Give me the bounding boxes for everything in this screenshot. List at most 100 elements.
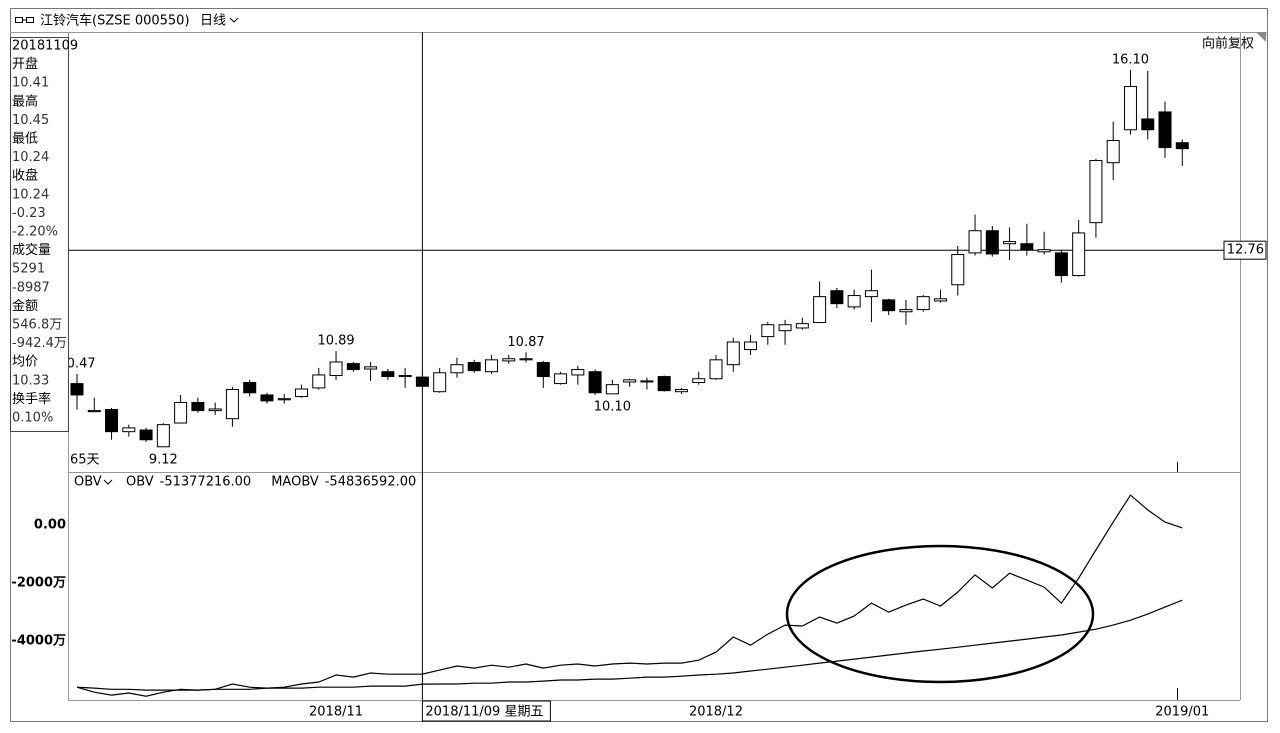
legend-name: MAOBV bbox=[271, 475, 319, 490]
crosshair-date: 2018/11/09 星期五 bbox=[425, 705, 543, 720]
info-value: 0.10% bbox=[12, 411, 53, 426]
high-label: 16.10 bbox=[1112, 52, 1149, 67]
x-tick-label: 2018/11 bbox=[309, 705, 363, 720]
legend-value: -54836592.00 bbox=[325, 475, 417, 490]
candle-body bbox=[139, 429, 153, 441]
outer-frame bbox=[10, 8, 1268, 722]
x-tick-label: 2018/12 bbox=[689, 705, 743, 720]
y-tick-label: -2000万 bbox=[11, 576, 66, 591]
candle-body bbox=[312, 374, 326, 389]
candle-body bbox=[640, 380, 654, 383]
crosshair-date-box bbox=[421, 700, 551, 722]
candle-body bbox=[415, 376, 429, 387]
candle-body bbox=[571, 369, 585, 376]
candle-body bbox=[329, 361, 343, 376]
candle-body bbox=[1003, 241, 1017, 245]
candle-body bbox=[450, 364, 464, 374]
adjust-label[interactable]: 向前复权 bbox=[1202, 36, 1254, 52]
indicator-selector[interactable]: OBV bbox=[74, 475, 102, 490]
candle-body bbox=[174, 401, 188, 424]
info-panel: 20181109 开盘 10.41 最高 10.45 最低 10.24 收盘 10.24 -0.2… bbox=[10, 37, 78, 432]
info-label: 换手率 bbox=[12, 391, 51, 407]
stock-icon bbox=[15, 17, 34, 23]
high-label: 10.89 bbox=[317, 334, 354, 349]
candle-body bbox=[899, 309, 913, 313]
candle-body bbox=[657, 376, 671, 392]
info-value: 10.24 bbox=[12, 150, 49, 165]
info-value: 10.45 bbox=[12, 113, 49, 128]
candle-body bbox=[381, 371, 395, 378]
candle-body bbox=[398, 374, 412, 378]
indicator-line bbox=[76, 494, 1183, 697]
info-date: 20181109 bbox=[12, 39, 78, 54]
candle-body bbox=[778, 324, 792, 332]
candle-body bbox=[1037, 249, 1051, 253]
x-tick-label: 2019/01 bbox=[1155, 705, 1209, 720]
info-value: 5291 bbox=[12, 262, 45, 277]
candle-body bbox=[813, 296, 827, 324]
candle-body bbox=[1020, 243, 1034, 251]
candle-body bbox=[156, 424, 170, 448]
candle-body bbox=[295, 388, 309, 398]
candle-body bbox=[588, 371, 602, 394]
indicator-line bbox=[76, 599, 1183, 691]
candle-body bbox=[709, 359, 723, 380]
candle-body bbox=[346, 363, 360, 371]
candle-body bbox=[985, 230, 999, 255]
candle-body bbox=[70, 383, 84, 396]
candle-body bbox=[968, 230, 982, 254]
candle-body bbox=[364, 366, 378, 370]
info-label: 均价 bbox=[12, 355, 38, 370]
candle-body bbox=[1054, 252, 1068, 277]
highlight-ellipse bbox=[785, 544, 1095, 684]
info-label: 成交量 bbox=[12, 242, 51, 258]
candle-body bbox=[208, 408, 222, 412]
legend-value: -51377216.00 bbox=[160, 475, 252, 490]
candle-body bbox=[1141, 118, 1155, 131]
candle-body bbox=[484, 359, 498, 373]
candle-body bbox=[744, 341, 758, 351]
candle-body bbox=[433, 372, 447, 393]
low-label: 10.10 bbox=[594, 399, 631, 414]
candle-body bbox=[1158, 111, 1172, 149]
candle-body bbox=[1175, 142, 1189, 150]
candle-body bbox=[916, 296, 930, 311]
candle-body bbox=[726, 341, 740, 366]
candle-body bbox=[260, 394, 274, 402]
y-tick-label: -4000万 bbox=[11, 634, 66, 649]
crosshair-value-box bbox=[1223, 240, 1267, 260]
info-value: -8987 bbox=[12, 280, 50, 295]
candle-body bbox=[502, 358, 516, 362]
candle-body bbox=[191, 401, 205, 412]
candle-body bbox=[536, 362, 550, 378]
candle-body bbox=[951, 254, 965, 286]
info-value: 546.8万 bbox=[12, 318, 62, 333]
stock-name: 江铃汽车(SZSE 000550) bbox=[40, 13, 190, 29]
candle-body bbox=[623, 379, 637, 383]
dropdown-arrow[interactable] bbox=[229, 17, 239, 23]
candle-body bbox=[882, 299, 896, 312]
candle-body bbox=[674, 389, 688, 393]
dropdown-arrow[interactable] bbox=[103, 479, 113, 485]
candle-body bbox=[554, 373, 568, 385]
info-label: 金额 bbox=[12, 298, 38, 314]
legend-name: OBV bbox=[126, 475, 154, 490]
period-selector[interactable]: 日线 bbox=[200, 14, 226, 29]
info-label: 最高 bbox=[12, 93, 38, 109]
candle-body bbox=[105, 409, 119, 433]
candle-body bbox=[761, 324, 775, 338]
candle-body bbox=[225, 389, 239, 420]
candle-body bbox=[864, 290, 878, 298]
info-label: 收盘 bbox=[12, 168, 38, 184]
candle-body bbox=[795, 323, 809, 329]
high-label: 10.87 bbox=[507, 335, 544, 350]
info-label: 最低 bbox=[12, 132, 38, 147]
candle-body bbox=[1072, 232, 1086, 277]
y-tick-label: 0.00 bbox=[34, 518, 66, 533]
candle-body bbox=[467, 362, 481, 372]
info-value: 10.41 bbox=[12, 76, 49, 91]
candle-body bbox=[692, 378, 706, 384]
candle-body bbox=[122, 427, 136, 433]
candle-body bbox=[847, 295, 861, 308]
